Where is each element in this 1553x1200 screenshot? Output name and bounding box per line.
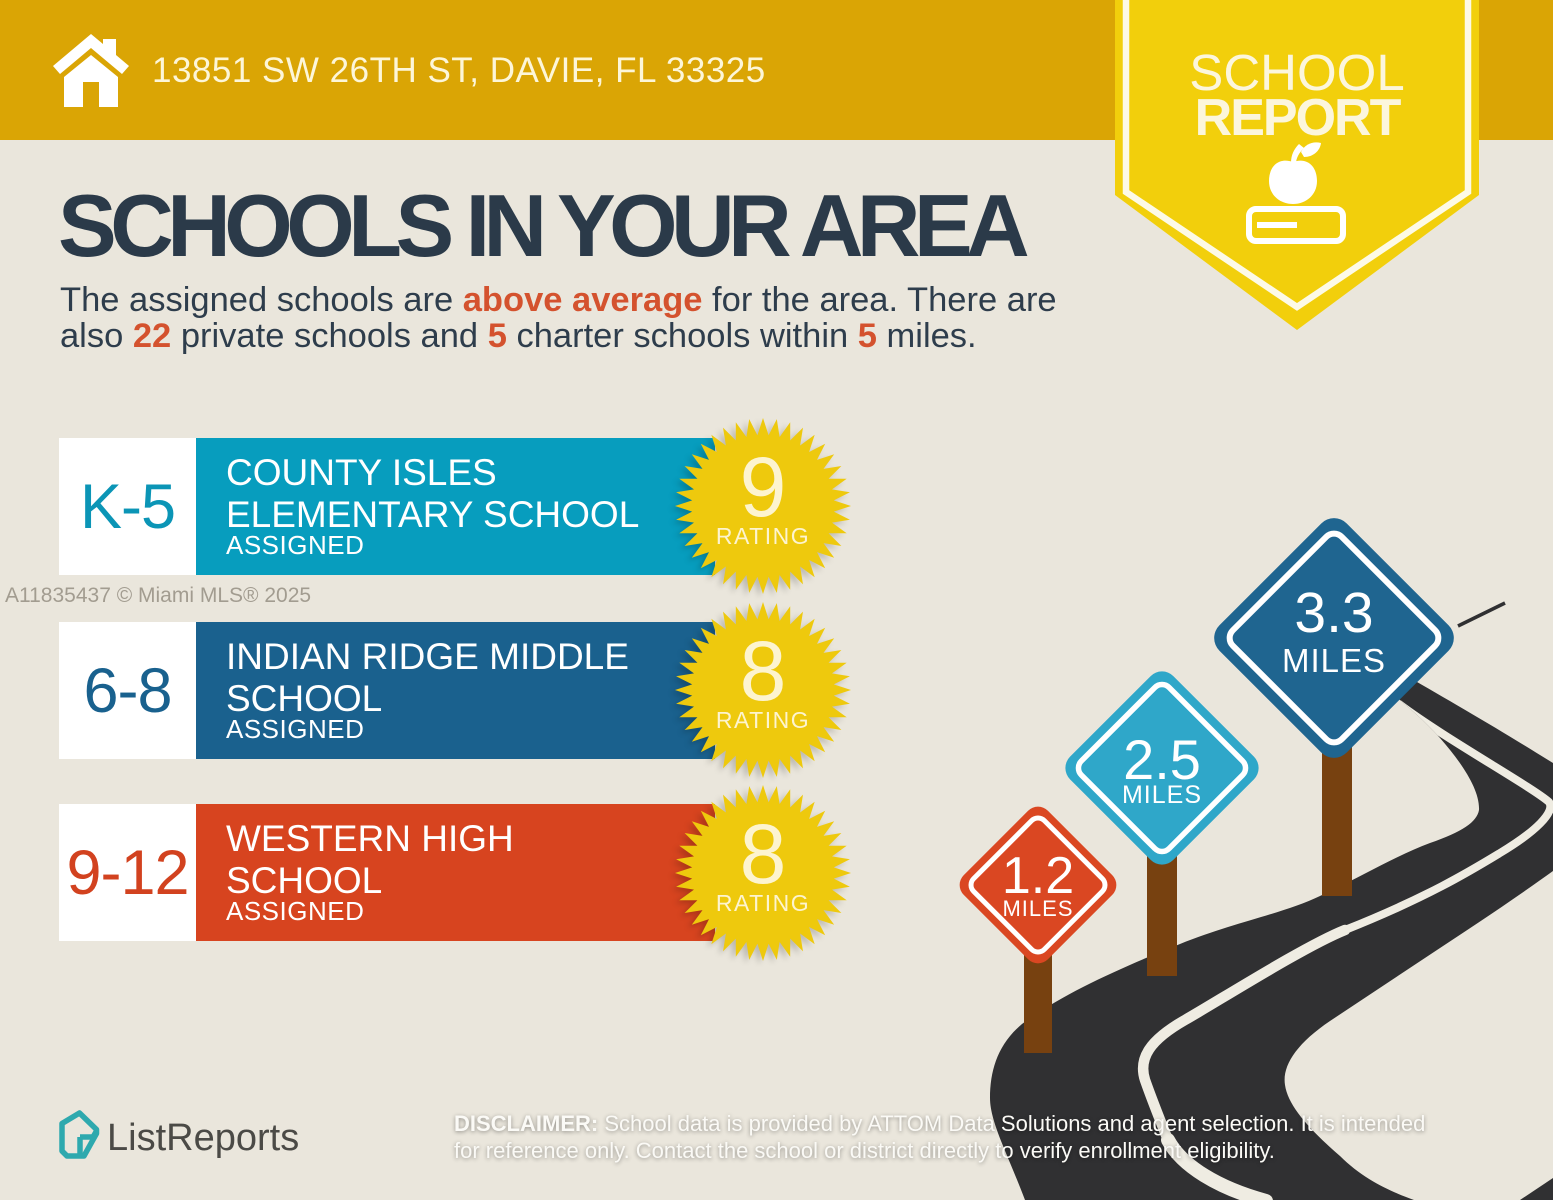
svg-text:REPORT: REPORT [1195, 89, 1402, 147]
svg-text:3.3: 3.3 [1294, 581, 1373, 645]
svg-text:SCHOOL: SCHOOL [1189, 44, 1404, 101]
svg-text:2.5: 2.5 [1123, 728, 1201, 791]
svg-text:1.2: 1.2 [1002, 847, 1074, 905]
svg-text:MILES: MILES [1122, 781, 1202, 809]
svg-text:MILES: MILES [1282, 642, 1386, 679]
svg-text:MILES: MILES [1002, 896, 1073, 921]
